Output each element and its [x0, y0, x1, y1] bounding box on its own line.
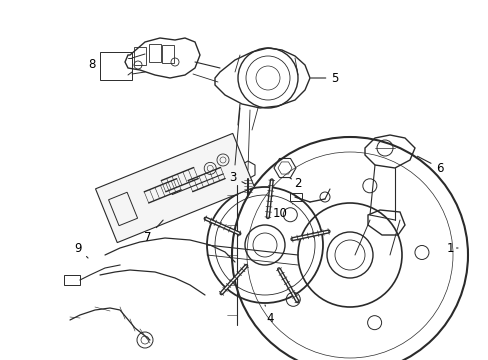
Bar [108, 192, 137, 226]
Bar [134, 47, 146, 65]
Text: 6: 6 [417, 156, 443, 175]
Text: 4: 4 [264, 305, 273, 324]
Text: 9: 9 [74, 242, 88, 258]
Text: 3: 3 [229, 171, 245, 184]
Text: 8: 8 [88, 58, 96, 71]
Text: 10: 10 [272, 204, 292, 220]
Text: 7: 7 [144, 220, 163, 243]
Bar [95, 134, 254, 243]
Text: 1: 1 [446, 242, 457, 255]
Text: 5: 5 [310, 72, 338, 85]
Bar [289, 193, 302, 201]
Bar [64, 275, 80, 285]
Bar [149, 44, 161, 62]
Bar [162, 45, 174, 63]
Text: 2: 2 [289, 176, 301, 189]
Bar [100, 52, 132, 80]
